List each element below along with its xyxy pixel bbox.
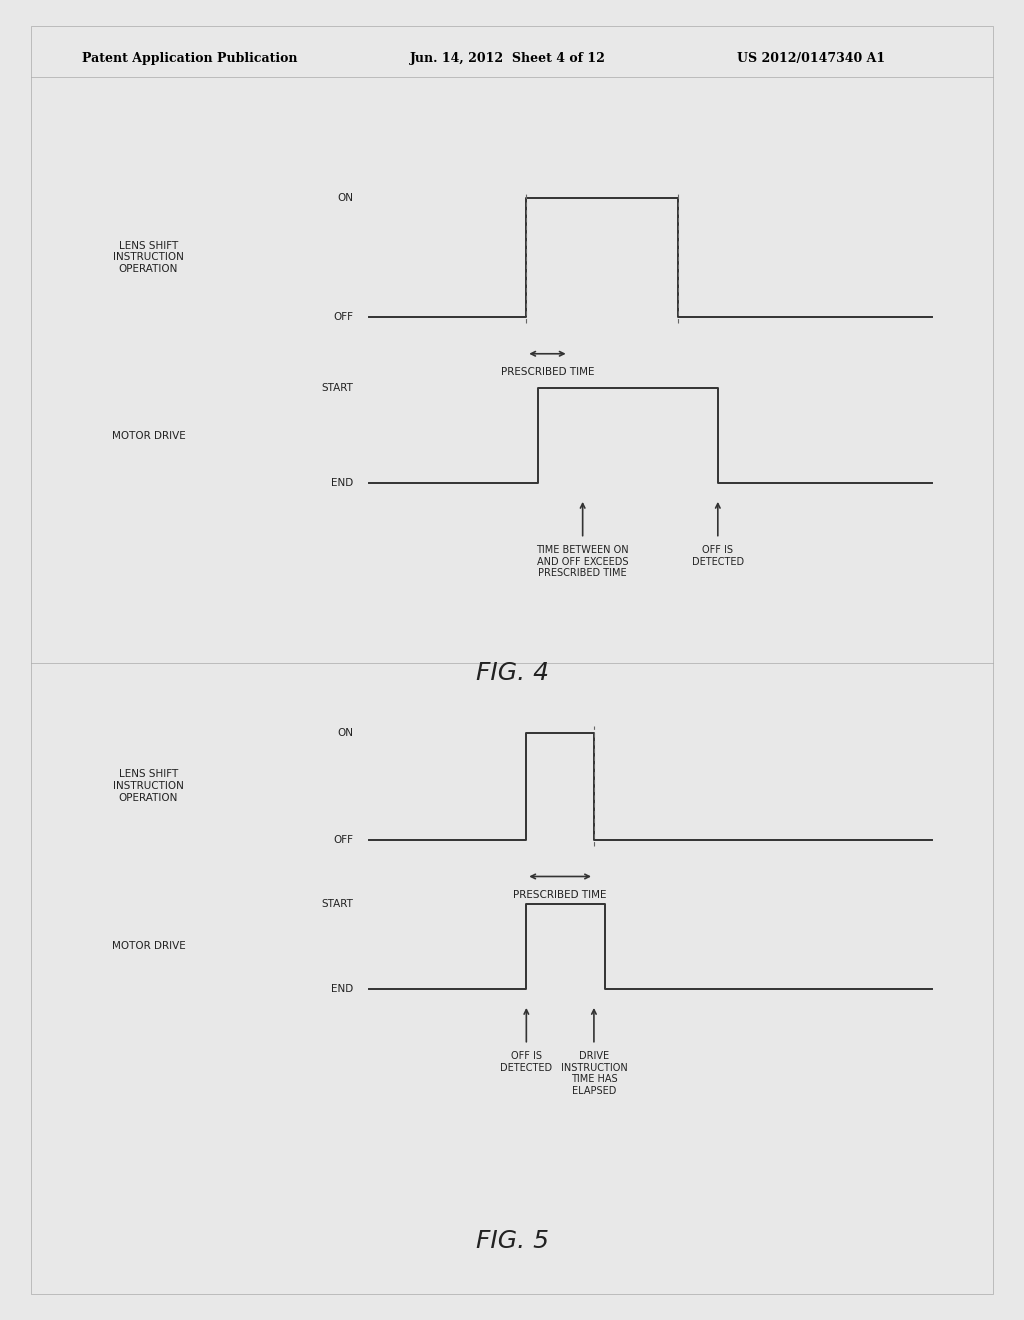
Text: LENS SHIFT
INSTRUCTION
OPERATION: LENS SHIFT INSTRUCTION OPERATION bbox=[113, 770, 184, 803]
Text: FIG. 4: FIG. 4 bbox=[475, 661, 549, 685]
Text: FIG. 5: FIG. 5 bbox=[475, 1229, 549, 1253]
Text: Patent Application Publication: Patent Application Publication bbox=[82, 51, 297, 65]
Text: PRESCRIBED TIME: PRESCRIBED TIME bbox=[513, 890, 607, 900]
Text: Jun. 14, 2012  Sheet 4 of 12: Jun. 14, 2012 Sheet 4 of 12 bbox=[410, 51, 605, 65]
Text: OFF IS
DETECTED: OFF IS DETECTED bbox=[692, 545, 743, 566]
Text: OFF: OFF bbox=[333, 312, 353, 322]
Text: MOTOR DRIVE: MOTOR DRIVE bbox=[112, 430, 185, 441]
Text: END: END bbox=[331, 985, 353, 994]
Text: OFF IS
DETECTED: OFF IS DETECTED bbox=[501, 1051, 552, 1073]
Text: ON: ON bbox=[337, 727, 353, 738]
Text: END: END bbox=[331, 478, 353, 488]
Text: PRESCRIBED TIME: PRESCRIBED TIME bbox=[501, 367, 594, 378]
Text: DRIVE
INSTRUCTION
TIME HAS
ELAPSED: DRIVE INSTRUCTION TIME HAS ELAPSED bbox=[560, 1051, 628, 1096]
Text: TIME BETWEEN ON
AND OFF EXCEEDS
PRESCRIBED TIME: TIME BETWEEN ON AND OFF EXCEEDS PRESCRIB… bbox=[537, 545, 629, 578]
Text: LENS SHIFT
INSTRUCTION
OPERATION: LENS SHIFT INSTRUCTION OPERATION bbox=[113, 240, 184, 275]
Text: START: START bbox=[322, 899, 353, 908]
Text: MOTOR DRIVE: MOTOR DRIVE bbox=[112, 941, 185, 952]
Text: START: START bbox=[322, 383, 353, 393]
Text: ON: ON bbox=[337, 193, 353, 203]
Text: OFF: OFF bbox=[333, 834, 353, 845]
Text: US 2012/0147340 A1: US 2012/0147340 A1 bbox=[737, 51, 886, 65]
